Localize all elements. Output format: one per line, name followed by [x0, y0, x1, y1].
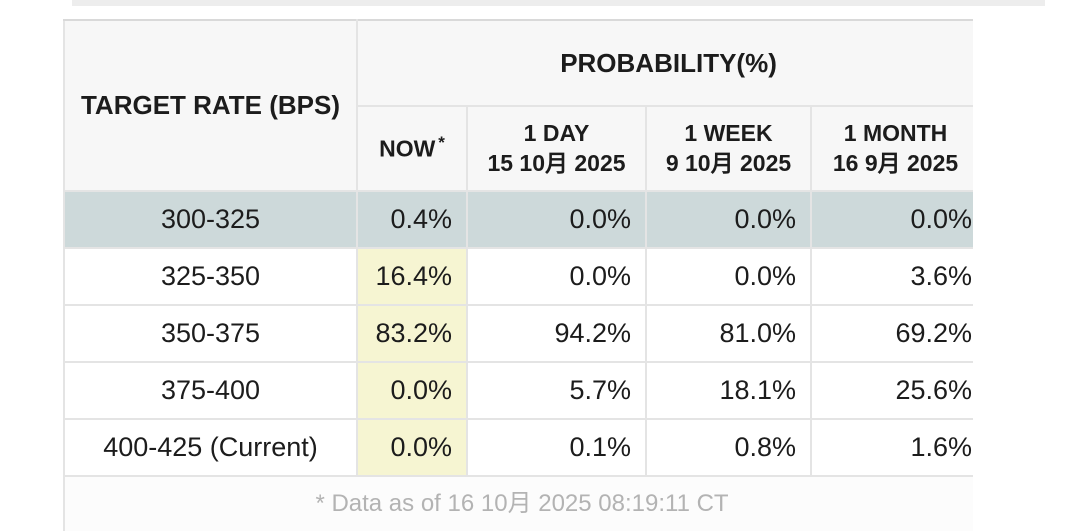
now-value-cell: 16.4%: [356, 247, 468, 306]
rate-probability-table-viewport: TARGET RATE (BPS) PROBABILITY(%) NOW * 1 …: [63, 19, 973, 531]
data-as-of-footnote: * Data as of 16 10月 2025 08:19:11 CT: [63, 475, 973, 531]
target-range-cell: 350-375: [63, 304, 358, 363]
cropped-element-above-divider: [72, 0, 1045, 6]
month-value-cell: 3.6%: [809, 247, 973, 306]
period-date: 16 9月 2025: [832, 149, 959, 176]
now-value-cell: 0.0%: [356, 361, 468, 420]
month-value-cell: 1.6%: [809, 418, 973, 477]
column-header-1-month: 1 MONTH 16 9月 2025: [809, 105, 973, 192]
now-value-cell: 83.2%: [356, 304, 468, 363]
target-range-cell: 375-400: [63, 361, 358, 420]
day-value-cell: 0.0%: [466, 190, 647, 249]
now-label: NOW: [379, 135, 436, 162]
column-header-1-day: 1 DAY 15 10月 2025: [466, 105, 647, 192]
probability-header: PROBABILITY(%): [355, 19, 973, 107]
rate-probability-table: TARGET RATE (BPS) PROBABILITY(%) NOW * 1 …: [63, 19, 973, 531]
period-date: 9 10月 2025: [665, 149, 792, 176]
day-value-cell: 0.1%: [466, 418, 647, 477]
table-footer-row: * Data as of 16 10月 2025 08:19:11 CT: [63, 475, 973, 531]
column-header-1-week: 1 WEEK 9 10月 2025: [645, 105, 812, 192]
week-value-cell: 0.8%: [645, 418, 812, 477]
table-row-325-350: 325-350 16.4% 0.0% 0.0% 3.6%: [63, 247, 973, 306]
week-value-cell: 81.0%: [645, 304, 812, 363]
period-label: 1 MONTH: [843, 119, 948, 146]
target-range-cell: 325-350: [63, 247, 358, 306]
period-label: 1 WEEK: [684, 119, 773, 146]
day-value-cell: 0.0%: [466, 247, 647, 306]
month-value-cell: 25.6%: [809, 361, 973, 420]
week-value-cell: 0.0%: [645, 190, 812, 249]
table-row-350-375: 350-375 83.2% 94.2% 81.0% 69.2%: [63, 304, 973, 363]
now-value-cell: 0.0%: [356, 418, 468, 477]
day-value-cell: 94.2%: [466, 304, 647, 363]
now-value-cell: 0.4%: [356, 190, 468, 249]
period-label: 1 DAY: [523, 119, 590, 146]
target-range-cell: 300-325: [63, 190, 358, 249]
month-value-cell: 0.0%: [809, 190, 973, 249]
table-row-375-400: 375-400 0.0% 5.7% 18.1% 25.6%: [63, 361, 973, 420]
week-value-cell: 0.0%: [645, 247, 812, 306]
column-header-now: NOW *: [356, 105, 468, 192]
table-row-400-425-current: 400-425 (Current) 0.0% 0.1% 0.8% 1.6%: [63, 418, 973, 477]
footnote-asterisk: *: [438, 133, 445, 153]
target-rate-header: TARGET RATE (BPS): [63, 19, 358, 192]
period-date: 15 10月 2025: [487, 149, 626, 176]
week-value-cell: 18.1%: [645, 361, 812, 420]
month-value-cell: 69.2%: [809, 304, 973, 363]
day-value-cell: 5.7%: [466, 361, 647, 420]
table-row-300-325: 300-325 0.4% 0.0% 0.0% 0.0%: [63, 190, 973, 249]
target-range-cell: 400-425 (Current): [63, 418, 358, 477]
